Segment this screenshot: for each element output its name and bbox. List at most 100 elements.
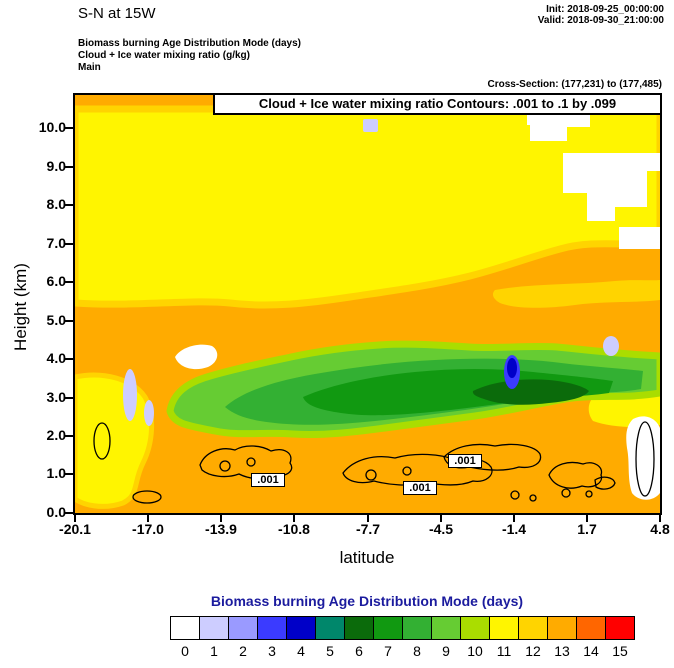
colorbar-cell <box>257 616 287 640</box>
x-tick <box>586 515 588 522</box>
y-tick <box>65 281 73 283</box>
y-tick <box>65 320 73 322</box>
fill-region-white-top-right <box>619 227 660 249</box>
colorbar-cell <box>547 616 577 640</box>
y-tick <box>65 243 73 245</box>
fill-region-violet-patch <box>144 400 154 426</box>
contour-value-label: .001 <box>251 473 285 487</box>
cloud-contour <box>510 490 520 500</box>
cloud-contour <box>132 490 162 504</box>
colorbar-tick-label: 7 <box>384 643 392 659</box>
colorbar-cell <box>489 616 519 640</box>
x-tick <box>513 515 515 522</box>
field-line-domain: Main <box>78 62 101 73</box>
x-tick <box>440 515 442 522</box>
x-tick-label: 4.8 <box>650 521 670 537</box>
cloud-contour <box>635 421 655 497</box>
colorbar-tick-label: 11 <box>496 643 512 659</box>
cloud-contour <box>585 490 593 498</box>
colorbar-tick-label: 10 <box>467 643 483 659</box>
colorbar-tick-label: 4 <box>297 643 305 659</box>
colorbar-cell <box>373 616 403 640</box>
colorbar-tick-label: 1 <box>210 643 218 659</box>
x-tick <box>659 515 661 522</box>
x-tick <box>293 515 295 522</box>
x-tick-label: -10.8 <box>278 521 310 537</box>
field-line-contour: Cloud + Ice water mixing ratio (g/kg) <box>78 50 250 61</box>
x-tick-label: -17.0 <box>132 521 164 537</box>
colorbar-tick-label: 14 <box>583 643 599 659</box>
x-tick-label: -1.4 <box>501 521 527 537</box>
legend-title: Biomass burning Age Distribution Mode (d… <box>210 593 524 609</box>
fill-region-golden-streak <box>492 280 660 308</box>
page-title: S-N at 15W <box>78 5 156 22</box>
field-line-fill: Biomass burning Age Distribution Mode (d… <box>78 38 301 49</box>
x-tick <box>367 515 369 522</box>
y-tick-label: 2.0 <box>46 427 66 443</box>
colorbar-cell <box>170 616 200 640</box>
fill-region-violet-patch <box>123 369 137 421</box>
x-tick <box>74 515 76 522</box>
cloud-contour <box>246 457 256 467</box>
colorbar-tick-label: 0 <box>181 643 189 659</box>
valid-time: Valid: 2018-09-30_21:00:00 <box>537 15 664 26</box>
fill-region-white-bottom-right <box>626 416 660 500</box>
y-tick-label: 3.0 <box>46 389 66 405</box>
colorbar-cell <box>402 616 432 640</box>
x-tick-label: 1.7 <box>577 521 597 537</box>
fill-region-violet-patch <box>603 336 619 356</box>
cloud-contour <box>529 494 537 502</box>
colorbar-cell <box>460 616 490 640</box>
fill-region-green-plume-core <box>472 379 589 405</box>
colorbar-cell <box>228 616 258 640</box>
y-tick-label: 0.0 <box>46 504 66 520</box>
x-tick <box>220 515 222 522</box>
colorbar <box>170 616 635 640</box>
y-tick <box>65 397 73 399</box>
plot-area: Cloud + Ice water mixing ratio Contours:… <box>73 93 662 515</box>
y-tick-label: 7.0 <box>46 235 66 251</box>
y-tick <box>65 166 73 168</box>
y-tick-label: 8.0 <box>46 196 66 212</box>
contour-value-label: .001 <box>448 454 482 468</box>
colorbar-tick-label: 2 <box>239 643 247 659</box>
colorbar-tick-label: 9 <box>442 643 450 659</box>
colorbar-tick-label: 3 <box>268 643 276 659</box>
cloud-contour <box>365 469 377 481</box>
colorbar-tick-label: 15 <box>612 643 628 659</box>
y-tick-label: 4.0 <box>46 350 66 366</box>
contour-fill-field <box>75 95 660 513</box>
colorbar-cell <box>518 616 548 640</box>
colorbar-cell <box>431 616 461 640</box>
colorbar-tick-label: 8 <box>413 643 421 659</box>
y-tick <box>65 358 73 360</box>
x-tick-label: -4.5 <box>428 521 454 537</box>
y-tick-label: 6.0 <box>46 273 66 289</box>
model-run-times: Init: 2018-09-25_00:00:00 Valid: 2018-09… <box>538 4 664 26</box>
colorbar-tick-labels: 0 1 2 3 4 5 6 7 8 9 10 11 12 13 14 15 <box>170 643 634 659</box>
fill-region-yellow-upper-layer <box>75 105 660 309</box>
cross-section-coordinates: Cross-Section: (177,231) to (177,485) <box>487 79 662 90</box>
y-tick <box>65 204 73 206</box>
x-axis-title: latitude <box>339 548 395 567</box>
fill-region-white-top-right <box>527 109 590 141</box>
cloud-contour-lines <box>93 421 655 504</box>
x-tick-label: -20.1 <box>59 521 91 537</box>
colorbar-cell <box>199 616 229 640</box>
cloud-contour <box>219 460 231 472</box>
colorbar-tick-label: 13 <box>554 643 570 659</box>
fill-region-blue-core-inner <box>507 358 517 378</box>
cloud-contour <box>93 422 111 460</box>
y-tick-label: 10.0 <box>38 119 66 135</box>
colorbar-cell <box>315 616 345 640</box>
x-tick-label: -13.9 <box>205 521 237 537</box>
colorbar-cell <box>605 616 635 640</box>
colorbar-tick-label: 12 <box>525 643 541 659</box>
cloud-contour <box>199 445 293 480</box>
colorbar-cell <box>344 616 374 640</box>
cloud-contour <box>561 488 571 498</box>
x-tick-label: -7.7 <box>355 521 381 537</box>
cloud-contour <box>342 453 493 486</box>
contour-info-banner: Cloud + Ice water mixing ratio Contours:… <box>213 95 660 115</box>
